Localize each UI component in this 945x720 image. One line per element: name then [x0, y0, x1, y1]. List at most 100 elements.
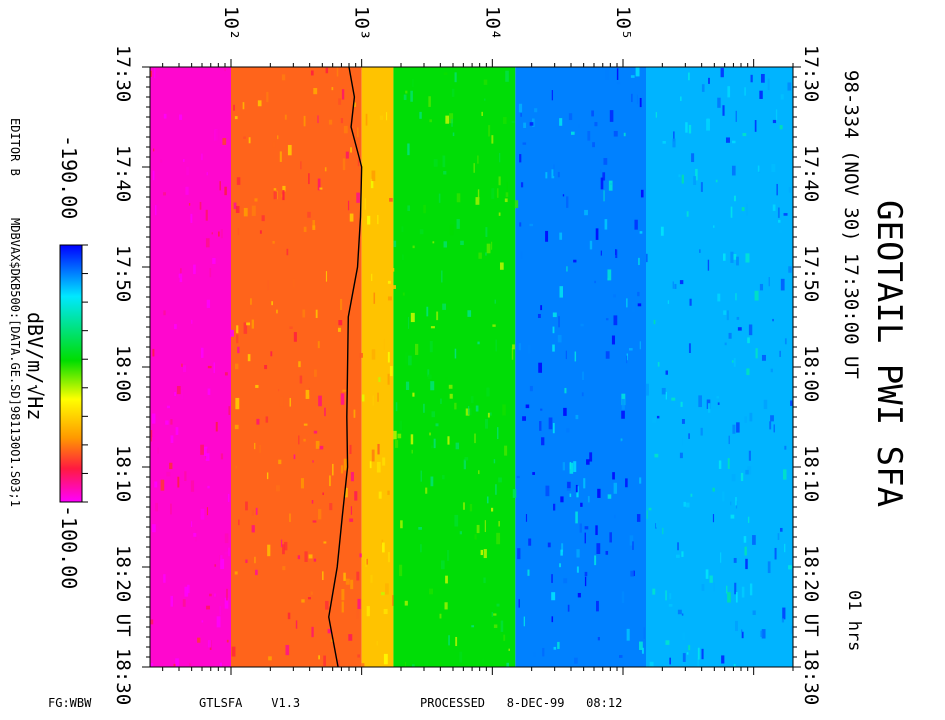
texture-streak	[178, 273, 181, 278]
texture-streak	[356, 608, 360, 619]
texture-streak	[728, 435, 730, 445]
texture-streak	[782, 607, 786, 620]
texture-streak	[349, 213, 354, 222]
colorbar-max-label: -100.00	[57, 505, 81, 589]
texture-streak	[669, 657, 671, 665]
texture-streak	[517, 548, 521, 560]
texture-streak	[228, 406, 231, 415]
texture-streak	[199, 201, 202, 210]
texture-streak	[731, 360, 734, 363]
texture-streak	[303, 115, 306, 127]
texture-streak	[395, 402, 398, 412]
texture-streak	[324, 167, 327, 172]
texture-streak	[700, 182, 703, 192]
texture-streak	[370, 574, 373, 583]
texture-streak	[259, 230, 262, 234]
texture-streak	[562, 462, 565, 471]
texture-streak	[251, 319, 254, 329]
texture-streak	[377, 392, 379, 402]
texture-streak	[493, 624, 498, 628]
texture-streak	[245, 501, 248, 511]
texture-streak	[701, 584, 705, 591]
texture-streak	[301, 599, 305, 603]
texture-streak	[454, 514, 459, 527]
texture-streak	[282, 566, 286, 571]
texture-streak	[552, 422, 555, 434]
texture-streak	[695, 168, 698, 181]
texture-streak	[331, 87, 334, 91]
texture-streak	[551, 169, 555, 179]
texture-streak	[494, 299, 496, 304]
texture-streak	[317, 115, 319, 124]
texture-streak	[205, 238, 210, 248]
texture-streak	[577, 592, 581, 598]
texture-streak	[230, 329, 234, 337]
texture-streak	[224, 533, 229, 544]
texture-streak	[587, 496, 590, 503]
texture-streak	[551, 616, 554, 623]
texture-streak	[496, 188, 499, 198]
texture-streak	[720, 552, 722, 563]
texture-streak	[636, 94, 638, 105]
band-4	[515, 67, 647, 667]
texture-streak	[784, 445, 787, 450]
texture-streak	[188, 203, 191, 206]
texture-streak	[701, 648, 704, 660]
texture-streak	[611, 335, 616, 345]
texture-streak	[681, 437, 683, 446]
texture-streak	[345, 151, 349, 159]
texture-streak	[721, 655, 725, 664]
texture-streak	[293, 278, 295, 288]
texture-streak	[567, 481, 571, 489]
texture-streak	[439, 398, 442, 404]
texture-streak	[448, 384, 453, 389]
texture-streak	[474, 534, 477, 540]
texture-streak	[338, 98, 342, 105]
footer-program: GTLSFA V1.3	[199, 696, 300, 710]
texture-streak	[496, 532, 501, 545]
texture-streak	[723, 310, 727, 315]
y-tick-label: 18:20 UT 18:30	[112, 545, 134, 705]
texture-streak	[553, 503, 556, 511]
colorbar-min-label: -190.00	[57, 135, 81, 219]
texture-streak	[592, 142, 595, 148]
texture-streak	[465, 408, 470, 416]
x-tick-label: 10⁴	[481, 6, 503, 40]
texture-streak	[289, 326, 293, 329]
texture-streak	[404, 600, 408, 606]
texture-streak	[583, 478, 586, 489]
texture-streak	[776, 183, 778, 196]
texture-streak	[361, 394, 365, 402]
texture-streak	[484, 98, 486, 101]
texture-streak	[503, 634, 506, 641]
texture-streak	[445, 115, 449, 124]
texture-streak	[428, 96, 431, 107]
texture-streak	[220, 558, 225, 569]
texture-streak	[680, 401, 683, 407]
texture-streak	[551, 574, 553, 583]
texture-streak	[523, 122, 527, 129]
texture-streak	[529, 122, 534, 126]
texture-streak	[371, 449, 375, 462]
texture-streak	[356, 127, 359, 138]
texture-streak	[621, 398, 625, 410]
texture-streak	[154, 205, 157, 216]
texture-streak	[688, 645, 691, 651]
y-tick-label: 18:00	[112, 345, 134, 402]
texture-streak	[591, 110, 594, 117]
texture-streak	[609, 532, 612, 543]
texture-streak	[643, 627, 645, 639]
texture-streak	[456, 219, 460, 229]
texture-streak	[399, 564, 403, 577]
texture-streak	[600, 250, 602, 256]
texture-streak	[305, 389, 310, 399]
texture-streak	[623, 132, 626, 137]
texture-streak	[357, 159, 360, 167]
texture-streak	[379, 115, 384, 120]
texture-streak	[551, 90, 554, 101]
texture-streak	[381, 592, 385, 596]
texture-streak	[567, 604, 570, 612]
texture-streak	[446, 550, 450, 561]
texture-streak	[369, 461, 372, 469]
texture-streak	[181, 389, 184, 400]
